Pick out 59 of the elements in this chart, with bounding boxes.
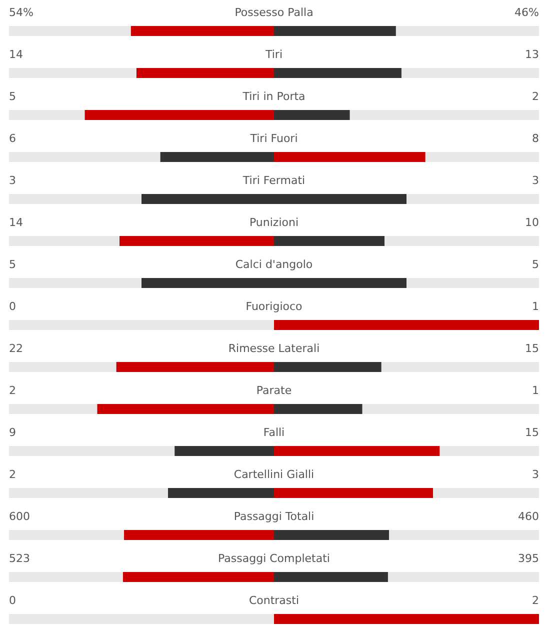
bar: [274, 362, 382, 372]
text: 2: [9, 384, 16, 397]
text: 14: [9, 48, 23, 61]
y-tick-label: Calci d'angolo: [235, 258, 313, 271]
text: 6: [9, 132, 16, 145]
text: 9: [9, 426, 16, 439]
bar: [274, 530, 390, 540]
bar: [130, 26, 274, 36]
text: 0: [9, 300, 16, 313]
y-tick-label: Tiri Fermati: [242, 174, 306, 187]
y-tick-label: Parate: [256, 384, 292, 397]
text: 600: [9, 510, 30, 523]
y-tick-label: Possesso Palla: [234, 6, 314, 19]
bar: [116, 362, 274, 372]
text: 54%: [9, 6, 34, 19]
annotation: 3: [532, 468, 539, 481]
text: 5: [9, 258, 16, 271]
bar: [124, 530, 274, 540]
text: 3: [9, 174, 16, 187]
text: 2: [9, 468, 16, 481]
bar: [120, 236, 274, 246]
y-tick-label: Cartellini Gialli: [234, 468, 314, 481]
annotation: 2: [532, 594, 539, 607]
y-tick-label: Tiri: [264, 48, 283, 61]
bar: [274, 68, 402, 78]
annotation: 8: [532, 132, 539, 145]
bar: [274, 572, 388, 582]
text: 14: [9, 216, 23, 229]
annotation: 10: [525, 216, 539, 229]
bar: [136, 68, 274, 78]
bar: [122, 572, 274, 582]
bar: [274, 110, 350, 120]
y-tick-label: Punizioni: [249, 216, 299, 229]
text: 22: [9, 342, 23, 355]
bar: [274, 236, 385, 246]
annotation: 15: [525, 342, 539, 355]
y-tick-label: Passaggi Totali: [234, 510, 314, 523]
text: 0: [9, 594, 16, 607]
y-tick-label: Contrasti: [248, 594, 300, 607]
annotation: 460: [518, 510, 539, 523]
bar: [274, 404, 362, 414]
annotation: 1: [532, 300, 539, 313]
text: 5: [9, 90, 16, 103]
bar: [274, 26, 396, 36]
y-tick-label: Tiri in Porta: [242, 90, 306, 103]
annotation: 13: [525, 48, 539, 61]
annotation: 395: [518, 552, 539, 565]
y-tick-label: Rimesse Laterali: [228, 342, 320, 355]
text: 523: [9, 552, 30, 565]
annotation: 2: [532, 90, 539, 103]
annotation: 3: [532, 174, 539, 187]
y-tick-label: Tiri Fuori: [249, 132, 298, 145]
y-tick-label: Falli: [263, 426, 285, 439]
y-tick-label: Passaggi Completati: [218, 552, 330, 565]
annotation: 1: [532, 384, 539, 397]
annotation: 5: [532, 258, 539, 271]
annotation: 15: [525, 426, 539, 439]
annotation: 46%: [514, 6, 539, 19]
y-tick-label: Fuorigioco: [246, 300, 303, 313]
